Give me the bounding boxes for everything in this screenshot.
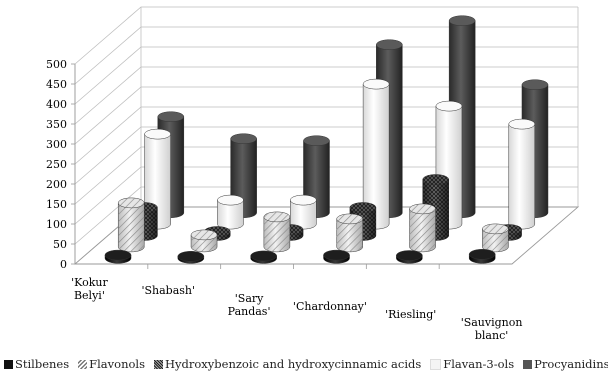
bar-flavonols-riesling [409,203,436,253]
gridline [74,46,578,105]
y-tick-label: 350 [46,118,67,131]
y-tick-label: 100 [46,218,67,231]
legend-swatch [78,359,88,369]
bar-flavonols-sauvignon-blanc [482,223,509,253]
category-label-chardonnay: 'Chardonnay' [293,300,367,313]
category-label-kokur-belyi: 'Kokur Belyi' [71,276,108,302]
y-tick-label: 50 [53,238,67,251]
bar-stilbenes-sauvignon-blanc [468,249,496,264]
gridline [74,66,578,125]
legend-label: Stilbenes [15,357,70,371]
bar-flavan-3-ols-sauvignon-blanc [508,118,536,230]
bar-stilbenes-riesling [396,250,423,264]
y-tick-label: 300 [46,138,67,151]
bar-flavonols-kokur-belyi [117,197,145,253]
legend-label: Procyanidins [534,357,608,371]
bar-flavan-3-ols-shabash [217,194,244,230]
bar-flavan-3-ols-sary-pandas [290,194,317,230]
gridline [74,26,578,85]
legend-label: Flavan-3-ols [443,357,515,371]
y-tick-label: 250 [46,158,67,171]
y-tick-label: 450 [46,78,67,91]
bar-flavan-3-ols-chardonnay [362,78,390,230]
y-tick-label: 150 [46,198,67,211]
legend-item-stilbenes: Stilbenes [4,357,69,371]
bar-flavonols-shabash [190,229,218,253]
y-tick-label: 500 [46,58,67,71]
legend-item-procyanidins: Procyanidins [523,357,608,371]
bar-flavonols-sary-pandas [263,211,291,253]
legend-swatch [523,359,533,369]
chart-legend: Stilbenes Flavonols Hydroxybenzoic and hyd… [4,356,608,372]
y-axis: 0 50 100 150 200 250 300 350 400 450 500 [46,58,76,271]
gridline [74,6,578,65]
chart-bars [104,15,549,264]
category-label-sauvignon-blanc: 'Sauvignon blanc' [461,316,523,342]
bar-flavonols-chardonnay [336,213,363,253]
y-tick-label: 0 [60,258,67,271]
legend-swatch [153,359,163,369]
x-axis: 'Kokur Belyi' 'Shabash' 'Sary Pandas' 'Chardo… [71,276,522,342]
y-tick-label: 200 [46,178,67,191]
bar-stilbenes-kokur-belyi [104,249,132,264]
legend-swatch [4,359,13,369]
bar-stilbenes-shabash [177,251,205,264]
legend-label: Flavonols [89,357,145,371]
bar-stilbenes-sary-pandas [250,250,277,264]
bar-stilbenes-chardonnay [323,249,350,264]
legend-swatch [430,358,442,370]
legend-item-hydroxybenzoic-and-hydroxycinnamic-acids: Hydroxybenzoic and hydroxycinnamic acids [153,357,422,371]
legend-item-flavonols: Flavonols [78,357,145,371]
legend-label: Hydroxybenzoic and hydroxycinnamic acids [164,357,422,371]
y-tick-label: 400 [46,98,67,111]
category-label-riesling: 'Riesling' [385,308,436,321]
category-label-sary-pandas: 'Sary Pandas' [228,292,271,318]
category-label-shabash: 'Shabash' [141,284,195,297]
legend-item-flavan-3-ols: Flavan-3-ols [430,357,514,371]
